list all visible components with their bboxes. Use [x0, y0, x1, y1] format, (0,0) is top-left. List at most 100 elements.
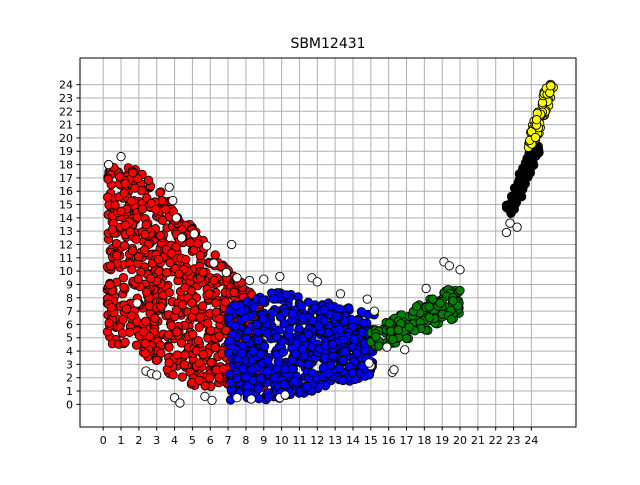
cluster-point [313, 321, 324, 331]
outlier-point [168, 195, 178, 206]
x-tick-label: 5 [189, 434, 196, 447]
y-tick-label: 17 [59, 172, 73, 185]
y-tick-label: 7 [66, 305, 73, 318]
cluster-point [203, 318, 213, 329]
outlier-point [132, 298, 142, 308]
y-tick-label: 1 [66, 385, 73, 398]
x-tick-label: 0 [100, 434, 107, 447]
chart-title: SBM12431 [290, 36, 365, 52]
cluster-point [112, 250, 122, 261]
x-tick-label: 4 [171, 434, 178, 447]
cluster-point [230, 301, 241, 311]
cluster-point [140, 316, 151, 326]
cluster-point [151, 204, 161, 215]
cluster-point [161, 204, 171, 214]
cluster-point [214, 313, 225, 324]
cluster-point [133, 252, 144, 262]
x-tick-label: 16 [382, 434, 396, 447]
cluster-point [141, 287, 152, 297]
cluster-point [131, 340, 142, 350]
x-tick-label: 19 [435, 434, 449, 447]
outlier-point [512, 222, 522, 232]
outlier-point [275, 271, 285, 282]
y-tick-label: 24 [59, 79, 73, 92]
cluster-point [273, 356, 283, 367]
cluster-point [364, 370, 375, 380]
cluster-point [287, 364, 297, 374]
cluster-point [118, 273, 129, 283]
cluster-point [141, 220, 151, 230]
cluster-point [105, 261, 116, 271]
cluster-point [210, 250, 220, 260]
cluster-point [546, 81, 556, 91]
x-tick-label: 10 [275, 434, 289, 447]
cluster-point [340, 346, 350, 357]
cluster-point [230, 321, 240, 331]
cluster-point [269, 294, 279, 304]
outlier-point [164, 182, 174, 192]
outlier-point [232, 393, 242, 403]
cluster-point [531, 115, 542, 125]
cluster-point [131, 234, 141, 244]
cluster-point [258, 314, 268, 324]
cluster-point [328, 351, 338, 361]
cluster-point [140, 338, 151, 349]
cluster-point [127, 264, 137, 275]
cluster-point [338, 375, 348, 386]
outlier-point [227, 239, 237, 250]
cluster-point [241, 333, 251, 344]
outlier-point [103, 159, 114, 170]
y-tick-label: 15 [59, 199, 73, 212]
cluster-point [240, 372, 251, 382]
cluster-point [164, 330, 174, 340]
cluster-point [153, 254, 164, 265]
cluster-point [232, 373, 242, 384]
outlier-point [455, 265, 465, 275]
cluster-point [259, 341, 269, 351]
cluster-point [290, 376, 300, 386]
cluster-point [424, 312, 434, 323]
cluster-point [220, 297, 231, 307]
cluster-point [193, 336, 204, 346]
cluster-point [279, 379, 289, 389]
x-tick-label: 23 [507, 434, 521, 447]
cluster-point [242, 381, 253, 391]
cluster-point [263, 392, 274, 402]
outlier-point [312, 277, 322, 287]
cluster-point [338, 355, 348, 366]
cluster-point [224, 336, 235, 346]
cluster-point [128, 168, 138, 178]
y-tick-label: 16 [59, 185, 73, 198]
cluster-point [104, 318, 114, 328]
outlier-point [400, 345, 410, 355]
cluster-point [172, 327, 182, 337]
cluster-point [137, 204, 148, 214]
cluster-point [411, 301, 422, 312]
cluster-point [318, 363, 328, 373]
cluster-point [324, 327, 334, 338]
y-tick-label: 20 [59, 132, 73, 145]
cluster-point [356, 307, 367, 317]
cluster-point [338, 335, 349, 345]
cluster-point [358, 318, 369, 328]
cluster-point [393, 325, 403, 335]
cluster-point [103, 192, 113, 202]
cluster-point [238, 364, 248, 374]
y-tick-label: 3 [66, 358, 73, 371]
cluster-point [210, 342, 220, 353]
cluster-point [240, 313, 251, 323]
outlier-point [362, 294, 372, 304]
y-tick-label: 11 [59, 252, 73, 265]
cluster-point [302, 381, 312, 392]
cluster-point [254, 394, 264, 404]
y-tick-label: 13 [59, 225, 73, 238]
cluster-point [177, 372, 187, 382]
cluster-point [248, 346, 258, 356]
cluster-point [155, 187, 165, 198]
cluster-point [352, 348, 362, 358]
cluster-point [106, 302, 116, 313]
cluster-point [518, 163, 529, 173]
axis-layer: 0 1 2 3 4 5 6 7 8 9 10 11 12 13 14 15 16 17 18 19 20 21 22 23 24… [59, 79, 538, 447]
